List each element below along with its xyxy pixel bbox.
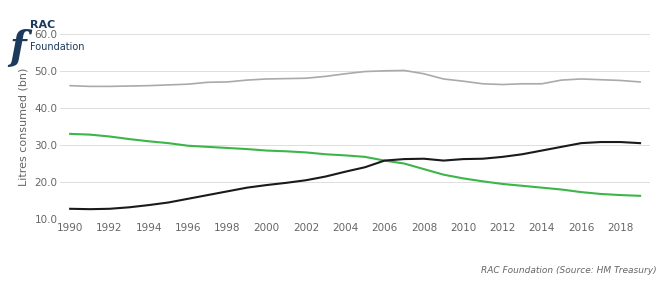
Y-axis label: Litres consumed (bn): Litres consumed (bn)	[19, 67, 29, 186]
Text: RAC: RAC	[30, 20, 56, 30]
Legend: Petrol, Diesel, Total fuel consumed: Petrol, Diesel, Total fuel consumed	[174, 277, 478, 281]
Text: f: f	[9, 29, 26, 67]
Text: RAC Foundation (Source: HM Treasury): RAC Foundation (Source: HM Treasury)	[481, 266, 657, 275]
Text: Foundation: Foundation	[30, 42, 84, 52]
